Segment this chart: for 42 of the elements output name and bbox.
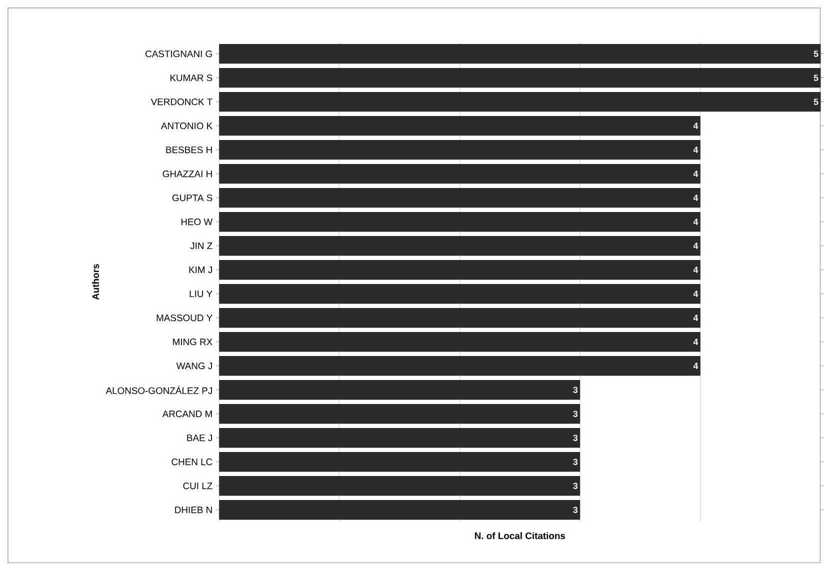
data-label: 4 <box>693 122 698 130</box>
data-label: 4 <box>693 362 698 370</box>
y-tick-label: ALONSO-GONZÁLEZ PJ <box>106 386 212 394</box>
y-tick-label: HEO W <box>181 218 213 226</box>
data-label: 4 <box>693 266 698 274</box>
y-tick-label: GUPTA S <box>172 194 212 202</box>
data-label: 4 <box>693 242 698 250</box>
y-tick-label: BAE J <box>187 434 212 442</box>
data-label: 4 <box>693 170 698 178</box>
y-tick-label: MING RX <box>173 338 212 346</box>
x-axis-title: N. of Local Citations <box>474 532 566 540</box>
y-tick-label: KIM J <box>189 266 212 274</box>
y-tick-label: CHEN LC <box>172 458 212 466</box>
data-label: 4 <box>693 146 698 154</box>
y-tick-label: GHAZZAI H <box>162 170 212 178</box>
y-axis-title: Authors <box>92 264 99 300</box>
data-label: 5 <box>814 74 818 82</box>
y-tick-label: JIN Z <box>190 242 212 250</box>
y-tick-label: LIU Y <box>190 290 212 298</box>
y-tick-label: ARCAND M <box>162 410 212 418</box>
y-tick-label: CUI LZ <box>183 482 212 490</box>
y-tick-label: MASSOUD Y <box>156 314 212 322</box>
data-label: 4 <box>693 290 698 298</box>
data-label: 4 <box>693 218 698 226</box>
y-tick-label: DHIEB N <box>175 506 212 514</box>
data-label: 4 <box>693 194 698 202</box>
data-label: 3 <box>573 458 578 466</box>
y-tick-label: CASTIGNANI G <box>146 50 212 58</box>
data-label: 3 <box>573 410 578 418</box>
y-tick-label: VERDONCK T <box>150 98 212 106</box>
data-label: 3 <box>573 506 578 514</box>
data-label: 4 <box>693 338 698 346</box>
data-label: 3 <box>573 482 578 490</box>
y-tick-label: BESBES H <box>166 146 212 154</box>
data-label: 4 <box>693 314 698 322</box>
y-tick-label: KUMAR S <box>170 74 212 82</box>
data-label: 5 <box>814 98 818 106</box>
data-label: 5 <box>814 50 818 58</box>
data-label: 3 <box>573 434 578 442</box>
y-tick-label: ANTONIO K <box>160 122 213 130</box>
data-label: 3 <box>573 386 578 394</box>
y-tick-label: WANG J <box>176 362 212 370</box>
